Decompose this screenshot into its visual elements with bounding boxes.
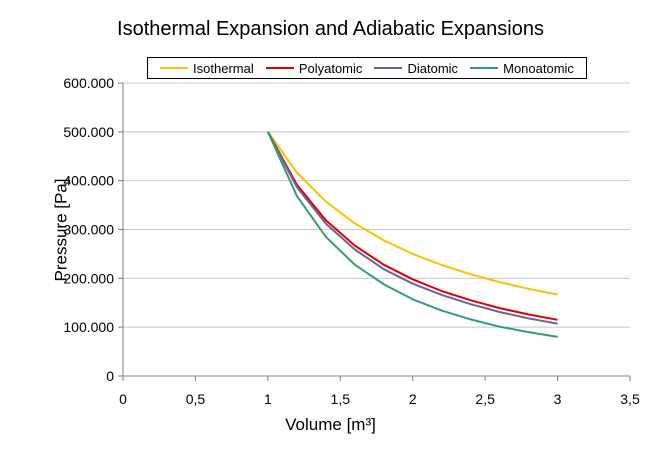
y-tick-label: 300.000	[63, 222, 114, 238]
legend-item-polyatomic: Polyatomic	[265, 60, 363, 76]
y-tick-label: 500.000	[63, 124, 114, 140]
legend: Isothermal Polyatomic Diatomic Monoatomic	[147, 57, 587, 79]
x-tick-label: 3	[554, 391, 562, 407]
series-line-polyatomic	[267, 131, 558, 321]
x-tick-label: 0	[119, 391, 127, 407]
legend-label: Polyatomic	[298, 60, 363, 76]
legend-swatch	[374, 67, 403, 69]
x-tick-label: 1,5	[331, 391, 351, 407]
y-tick-label: 200.000	[63, 270, 114, 286]
legend-item-isothermal: Isothermal	[160, 61, 254, 76]
chart-title: Isothermal Expansion and Adiabatic Expan…	[117, 18, 544, 40]
series-line-diatomic	[267, 131, 558, 325]
x-tick-label: 3,5	[620, 391, 640, 407]
legend-swatch	[265, 67, 294, 69]
series-line-isothermal	[267, 131, 558, 296]
x-tick-label: 1	[264, 391, 272, 407]
x-tick-label: 2	[409, 391, 417, 407]
x-axis-label: Volume [m³]	[285, 415, 376, 434]
series-line-monoatomic	[266, 131, 558, 338]
legend-swatch	[160, 67, 189, 69]
y-tick-label: 0	[106, 368, 114, 384]
legend-label: Monoatomic	[503, 60, 574, 76]
x-tick-label: 0,5	[186, 391, 206, 407]
x-tick-label: 2,5	[475, 391, 495, 407]
legend-item-monoatomic: Monoatomic	[470, 61, 574, 76]
legend-label: Diatomic	[407, 60, 459, 76]
y-tick-label: 100.000	[63, 319, 114, 335]
legend-item-diatomic: Diatomic	[374, 61, 458, 76]
y-tick-label: 400.000	[63, 173, 114, 189]
legend-label: Isothermal	[193, 60, 254, 76]
y-tick-label: 600.000	[63, 75, 114, 91]
legend-swatch	[470, 67, 499, 69]
